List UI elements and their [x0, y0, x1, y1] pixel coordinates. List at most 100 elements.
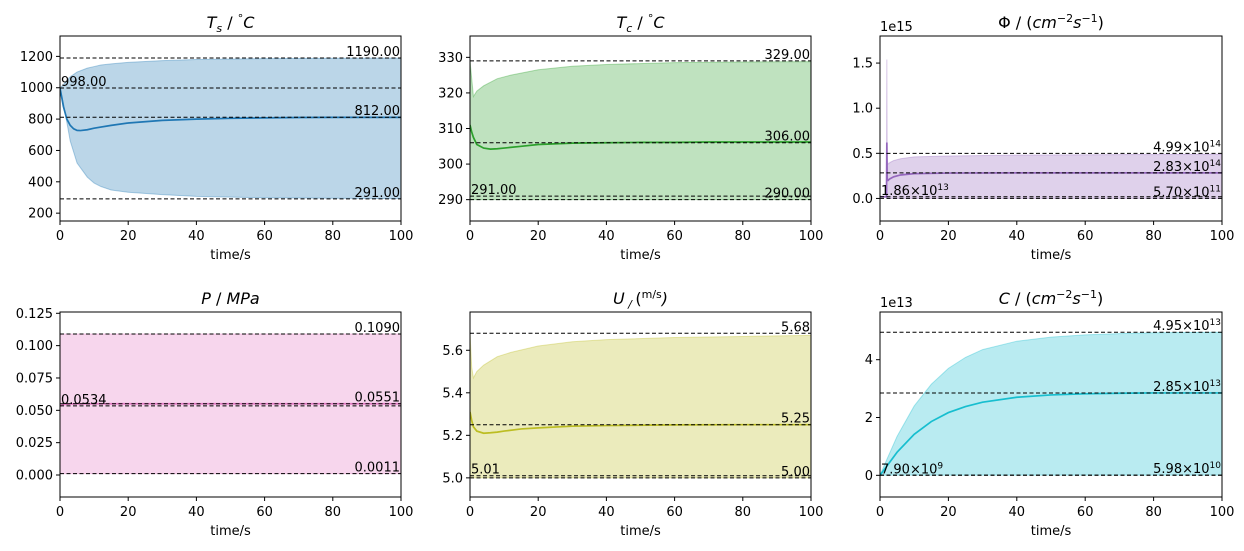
y-tick-label: 400 [28, 175, 53, 190]
x-tick-label: 80 [735, 229, 752, 244]
chart-title: C / (cm−2s−1) [999, 288, 1103, 308]
x-tick-label: 40 [188, 229, 205, 244]
y-tick-label: 320 [438, 86, 463, 101]
label-exponent: 13 [937, 183, 948, 193]
title-unit: C [243, 13, 255, 32]
reference-label: 5.01 [471, 463, 500, 478]
chart-title: Tc / °C [616, 12, 665, 35]
plot-area [60, 57, 401, 200]
title-sep: / [1010, 289, 1026, 308]
x-axis-label: time/s [1031, 524, 1072, 539]
x-tick-label: 0 [56, 505, 64, 520]
label-exponent: 11 [1210, 184, 1221, 194]
y-tick-label: 0.125 [16, 307, 53, 322]
x-axis-label: time/s [210, 248, 251, 263]
reference-label: 306.00 [765, 130, 811, 145]
x-tick-label: 80 [735, 505, 752, 520]
title-exp-b: −1 [1081, 288, 1097, 301]
x-tick-label: 80 [1145, 505, 1162, 520]
x-tick-label: 80 [325, 229, 342, 244]
label-times: ×10 [910, 462, 937, 477]
axes-frame [879, 311, 1223, 498]
label-times: ×10 [1182, 185, 1209, 200]
y-tick-label: 310 [438, 122, 463, 137]
y-tick-label: 0.0 [852, 192, 873, 207]
label-times: ×10 [1182, 160, 1209, 175]
x-tick-label: 60 [1077, 505, 1094, 520]
y-tick-label: 5.0 [442, 471, 463, 486]
title-exp-b: −1 [1081, 12, 1097, 25]
label-mantissa: 5.70 [1153, 185, 1182, 200]
y-tick-label: 330 [438, 51, 463, 66]
reference-label: 5.98×1010 [1153, 461, 1221, 477]
title-sep: / [222, 13, 238, 32]
x-tick-label: 100 [1210, 229, 1235, 244]
x-axis-label: time/s [1031, 248, 1072, 263]
title-paren: ) [1097, 289, 1103, 308]
y-tick-label: 1200 [20, 50, 53, 65]
x-tick-label: 40 [188, 505, 205, 520]
reference-label: 290.00 [765, 187, 811, 202]
reference-label: 5.00 [781, 465, 810, 480]
reference-label: 5.70×1011 [1153, 184, 1221, 200]
x-tick-label: 40 [598, 229, 615, 244]
reference-label: 329.00 [765, 48, 811, 63]
reference-label: 5.25 [781, 412, 810, 427]
title-unit: ) [661, 289, 668, 308]
label-times: ×10 [1182, 462, 1209, 477]
x-axis-label: time/s [620, 524, 661, 539]
y-tick-label: 1.0 [852, 102, 873, 117]
title-exp-a: −2 [1056, 288, 1072, 301]
reference-label: 7.90×109 [881, 461, 943, 477]
x-tick-label: 60 [666, 229, 683, 244]
y-tick-label: 0.075 [16, 371, 53, 386]
plot-area [880, 59, 1222, 199]
axes-frame [59, 35, 402, 222]
label-exponent: 14 [1210, 139, 1222, 149]
x-tick-label: 60 [256, 505, 273, 520]
x-tick-label: 20 [120, 505, 137, 520]
y-tick-label: 0.000 [16, 469, 53, 484]
reference-label: 0.1090 [355, 321, 401, 336]
x-tick-label: 60 [666, 505, 683, 520]
reference-label: 0.0011 [355, 461, 401, 476]
x-axis-label: time/s [620, 248, 661, 263]
y-tick-label: 0.100 [16, 339, 53, 354]
label-times: ×10 [1182, 319, 1209, 334]
reference-label: 1.86×1013 [881, 183, 949, 199]
label-mantissa: 2.85 [1153, 380, 1182, 395]
title-var: P [201, 289, 211, 308]
y-tick-label: 600 [28, 144, 53, 159]
x-tick-label: 20 [530, 505, 547, 520]
plot-area [880, 331, 1222, 476]
title-sep: / [1011, 13, 1027, 32]
x-tick-label: 0 [466, 229, 474, 244]
title-var: T [616, 13, 627, 32]
y-tick-label: 290 [438, 193, 463, 208]
reference-label: 4.99×1014 [1153, 139, 1221, 155]
chart-title: P / MPa [201, 289, 259, 308]
x-tick-label: 40 [1009, 229, 1026, 244]
reference-label: 2.83×1014 [1153, 159, 1221, 175]
title-unit-a: cm [1032, 13, 1056, 32]
x-tick-label: 80 [1145, 229, 1162, 244]
title-paren: ( [1026, 13, 1032, 32]
y-tick-label: 2 [865, 411, 873, 426]
plot-area [470, 60, 811, 201]
title-unit-a: cm [1032, 289, 1056, 308]
mean-line [470, 411, 811, 435]
title-deg: ° [648, 12, 654, 25]
label-exponent: 9 [937, 461, 943, 471]
y-tick-label: 0.050 [16, 404, 53, 419]
title-unit: MPa [226, 289, 259, 308]
title-unit: C [653, 13, 665, 32]
subplot-2: 329.00 306.00 291.00 290.00 0 20 40 60 80 100 290 3… [438, 12, 823, 263]
y-tick-label: 300 [438, 158, 463, 173]
label-mantissa: 7.90 [881, 462, 910, 477]
x-tick-label: 20 [940, 229, 957, 244]
uncertainty-band [470, 60, 811, 201]
y-tick-label: 1.5 [852, 57, 873, 72]
reference-label: 812.00 [355, 104, 401, 119]
mean-line [470, 124, 811, 150]
